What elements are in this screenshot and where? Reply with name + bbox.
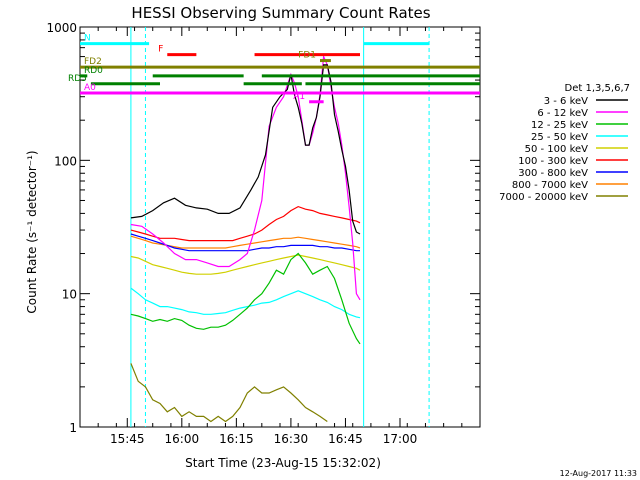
x-tick-label: 16:30 — [274, 432, 309, 446]
legend-label: 800 - 7000 keV — [512, 180, 588, 191]
x-tick-label: 15:45 — [110, 432, 145, 446]
series-line — [130, 252, 361, 345]
flag-label: F — [158, 45, 163, 55]
series-lines — [130, 54, 361, 423]
series-line — [130, 64, 361, 235]
x-tick-label: 17:00 — [383, 432, 418, 446]
x-axis: 15:45 16:00 16:15 16:30 16:45 17:00 — [79, 27, 481, 446]
y-tick-label: 100 — [54, 154, 77, 168]
y-tick-label: 1 — [69, 421, 77, 435]
legend-label: 300 - 800 keV — [518, 168, 588, 179]
legend-label: 50 - 100 keV — [525, 144, 589, 155]
flag-label: A1 — [293, 92, 305, 102]
flag-label: FD2 — [84, 57, 102, 67]
flag-label: FD1 — [298, 51, 316, 61]
series-line — [130, 363, 328, 423]
y-tick-label: 10 — [62, 288, 77, 302]
x-tick-label: 16:45 — [328, 432, 363, 446]
legend-label: 7000 - 20000 keV — [499, 192, 588, 203]
series-line — [130, 254, 361, 275]
flag-label: A0 — [84, 83, 96, 93]
vertical-markers — [130, 27, 430, 427]
plot-frame — [79, 26, 481, 428]
flag-label: RD0 — [84, 66, 103, 76]
legend-label: 6 - 12 keV — [537, 108, 588, 119]
series-line — [130, 233, 360, 252]
series-line — [130, 287, 361, 319]
x-axis-label: Start Time (23-Aug-15 15:32:02) — [185, 456, 381, 470]
legend-label: 12 - 25 keV — [531, 120, 588, 131]
x-tick-label: 16:15 — [219, 432, 254, 446]
flag-label: RD5 — [68, 74, 87, 84]
legend-label: 100 - 300 keV — [518, 156, 588, 167]
legend-label: 3 - 6 keV — [544, 96, 588, 107]
chart-title: HESSI Observing Summary Count Rates — [131, 4, 430, 22]
legend-header: Det 1,3,5,6,7 — [565, 83, 630, 94]
series-line — [130, 205, 361, 242]
y-tick-label: 1000 — [46, 21, 77, 35]
flag-label: N — [84, 34, 91, 44]
y-axis-label: Count Rate (s⁻¹ detector⁻¹) — [25, 150, 39, 313]
legend-label: 25 - 50 keV — [531, 132, 588, 143]
footer-timestamp: 12-Aug-2017 11:33 — [560, 469, 637, 478]
x-tick-label: 16:00 — [165, 432, 200, 446]
